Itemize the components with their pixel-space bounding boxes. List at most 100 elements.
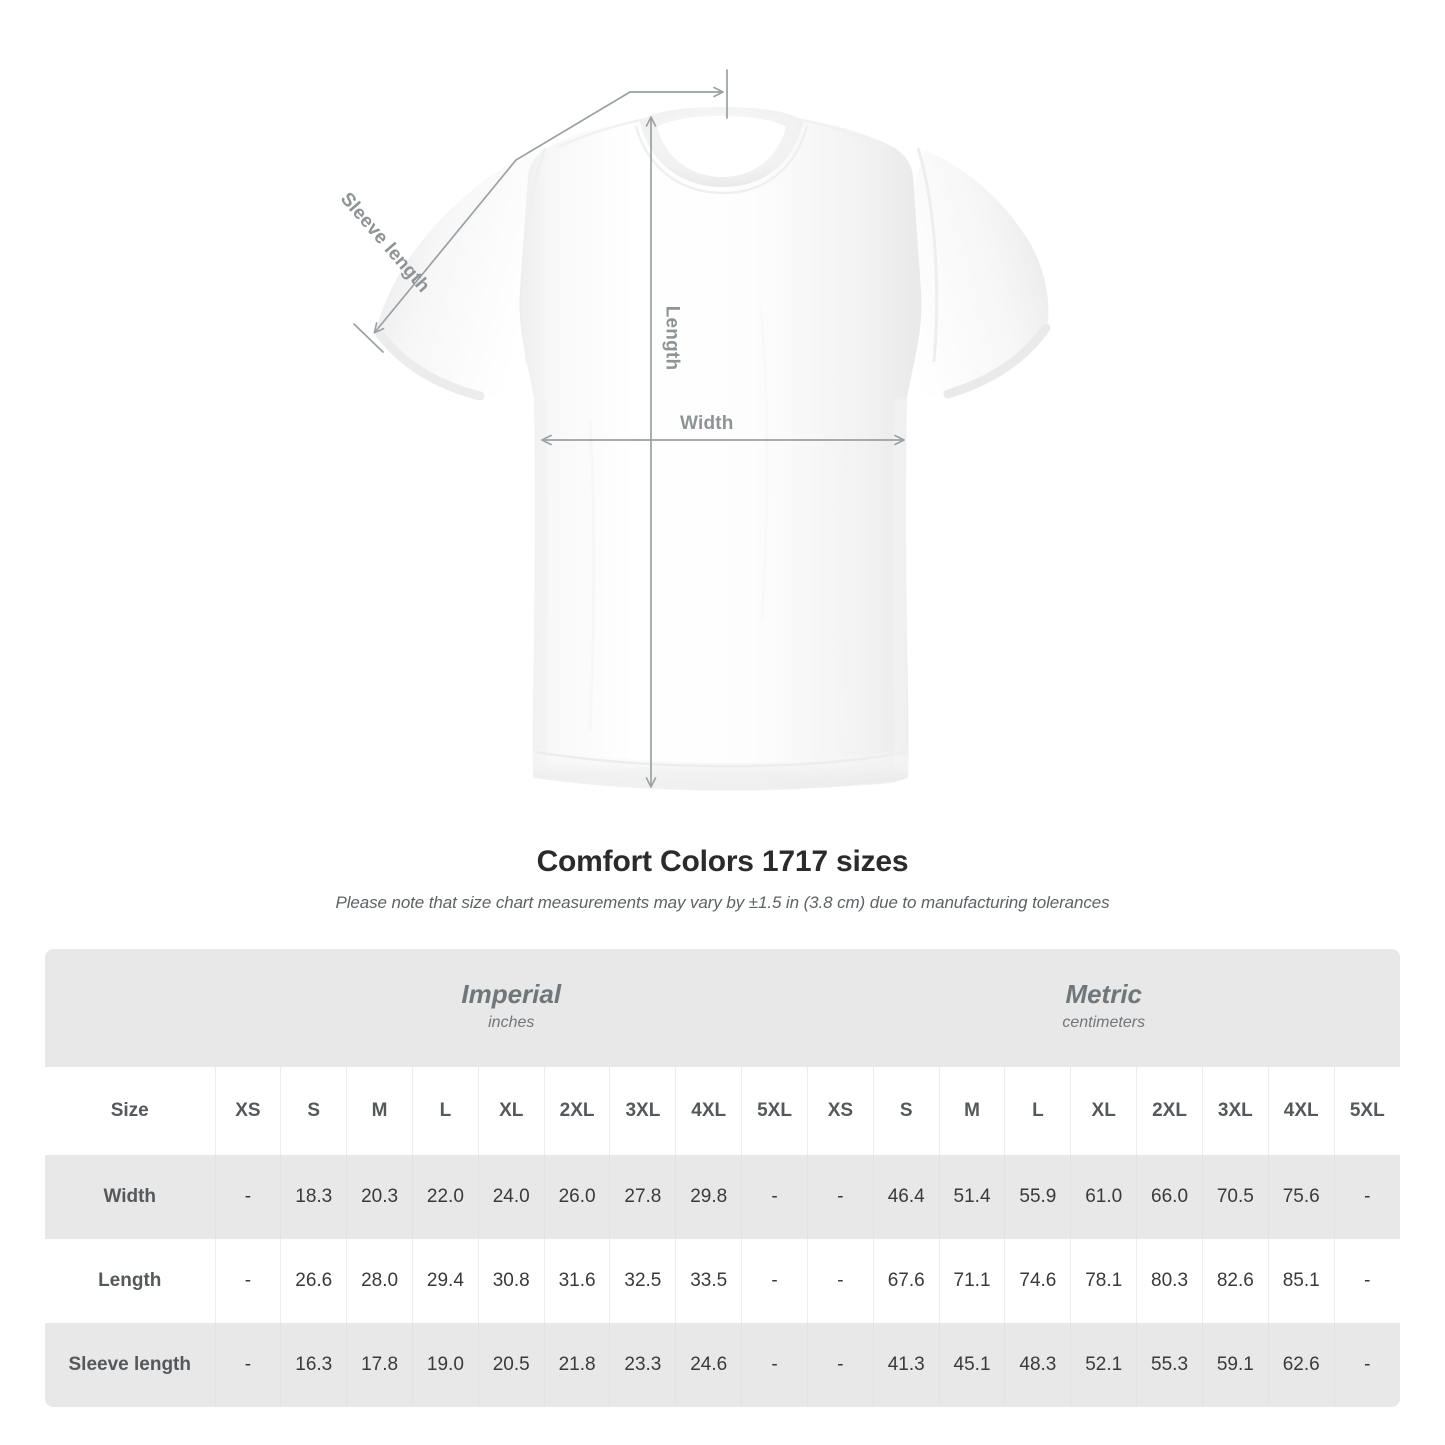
cell-width-metric-m: 51.4 (938, 1155, 1005, 1239)
bottom-hem-stitch (534, 750, 907, 768)
size-header-xs-imperial: XS (214, 1067, 281, 1155)
cell-width-imperial-2xl: 26.0 (543, 1155, 610, 1239)
fabric-fold-2 (838, 429, 846, 733)
cell-length-imperial-m: 28.0 (346, 1239, 413, 1323)
length-label: Length (661, 305, 683, 371)
cell-width-imperial-xl: 24.0 (477, 1155, 545, 1239)
cell-width-metric-s: 46.4 (872, 1155, 940, 1239)
width-label: Width (680, 413, 734, 434)
cell-length-metric-xl: 78.1 (1070, 1239, 1137, 1323)
measurement-label-sleeve-length: Sleeve length (45, 1323, 215, 1407)
left-sleeve-hem (375, 329, 485, 401)
cell-length-metric-3xl: 82.6 (1201, 1239, 1269, 1323)
cell-length-metric-l: 74.6 (1004, 1239, 1071, 1323)
cell-sleeve-length-imperial-3xl: 23.3 (609, 1323, 676, 1407)
size-header-4xl-metric: 4XL (1267, 1067, 1335, 1155)
table-row: Width -18.3 20.3 22.0 24.0 26.0 27.8 29.8- -46.4… (45, 1155, 1400, 1239)
cell-width-imperial-xs: - (214, 1155, 281, 1239)
cell-sleeve-length-imperial-l: 19.0 (411, 1323, 479, 1407)
size-column-header: Size (45, 1067, 215, 1155)
size-header-5xl-metric: 5XL (1333, 1067, 1400, 1155)
cell-sleeve-length-metric-4xl: 62.6 (1267, 1323, 1335, 1407)
cell-length-imperial-2xl: 31.6 (543, 1239, 610, 1323)
unit-system-unit: centimeters (1062, 1014, 1146, 1032)
cell-width-metric-xl: 61.0 (1070, 1155, 1137, 1239)
cell-length-metric-4xl: 85.1 (1267, 1239, 1335, 1323)
bottom-hem (533, 748, 908, 791)
shirt-body-group (375, 107, 1051, 791)
fabric-fold-1 (588, 419, 596, 731)
cell-sleeve-length-metric-5xl: - (1333, 1323, 1400, 1407)
tshirt-diagram: Sleeve length Length Width (336, 69, 1051, 791)
cell-length-metric-s: 67.6 (872, 1239, 940, 1323)
cell-sleeve-length-imperial-xl: 20.5 (477, 1323, 545, 1407)
cell-sleeve-length-metric-m: 45.1 (938, 1323, 1005, 1407)
cell-length-imperial-xs: - (214, 1239, 281, 1323)
size-header-row: Size XS S M L XL 2XL 3XL 4XL 5XL XS S M L XL 2XL 3XL 4XL 5… (45, 1067, 1400, 1155)
size-header-m-imperial: M (346, 1067, 413, 1155)
cell-length-metric-m: 71.1 (938, 1239, 1005, 1323)
tolerance-note: Please note that size chart measurements… (335, 893, 1110, 912)
measurement-annotations (353, 69, 905, 788)
size-chart-table: Imperial inches Metric centimeters Size XS S M L… (45, 949, 1400, 1407)
cell-width-metric-3xl: 70.5 (1201, 1155, 1269, 1239)
right-shoulder-seam (791, 116, 886, 149)
right-side-shadow (892, 398, 908, 778)
unit-system-header-metric: Metric centimeters (807, 949, 1400, 1067)
page-title: Comfort Colors 1717 sizes (536, 845, 909, 878)
cell-length-metric-2xl: 80.3 (1136, 1239, 1203, 1323)
measurement-label-length: Length (45, 1239, 215, 1323)
size-header-l-imperial: L (411, 1067, 479, 1155)
cell-length-imperial-5xl: - (741, 1239, 808, 1323)
unit-system-row: Imperial inches Metric centimeters (45, 949, 1400, 1067)
size-header-4xl-imperial: 4XL (675, 1067, 742, 1155)
title-block: Comfort Colors 1717 sizes Please note th… (0, 845, 1445, 913)
cell-width-imperial-3xl: 27.8 (609, 1155, 676, 1239)
cell-sleeve-length-metric-l: 48.3 (1004, 1323, 1071, 1407)
size-header-5xl-imperial: 5XL (741, 1067, 808, 1155)
unit-system-unit: inches (488, 1014, 535, 1032)
cell-sleeve-length-imperial-2xl: 21.8 (543, 1323, 610, 1407)
size-header-xs-metric: XS (806, 1067, 874, 1155)
cell-sleeve-length-imperial-5xl: - (741, 1323, 808, 1407)
cell-length-imperial-3xl: 32.5 (609, 1239, 676, 1323)
cell-length-metric-xs: - (806, 1239, 874, 1323)
size-header-s-metric: S (872, 1067, 940, 1155)
cell-width-metric-5xl: - (1333, 1155, 1400, 1239)
cell-width-metric-2xl: 66.0 (1136, 1155, 1203, 1239)
unit-system-name: Imperial (461, 979, 562, 1010)
cell-width-imperial-m: 20.3 (346, 1155, 413, 1239)
cell-length-imperial-4xl: 33.5 (675, 1239, 742, 1323)
fabric-fold-3 (758, 299, 769, 621)
table-row: Sleeve length -16.3 17.8 19.0 20.5 21.8 23.3 24… (45, 1323, 1400, 1407)
size-header-3xl-metric: 3XL (1201, 1067, 1269, 1155)
cell-sleeve-length-metric-xs: - (806, 1323, 874, 1407)
cell-sleeve-length-imperial-4xl: 24.6 (675, 1323, 742, 1407)
cell-width-metric-l: 55.9 (1004, 1155, 1071, 1239)
size-header-2xl-metric: 2XL (1136, 1067, 1203, 1155)
size-header-xl-metric: XL (1070, 1067, 1137, 1155)
cell-width-imperial-4xl: 29.8 (675, 1155, 742, 1239)
size-header-2xl-imperial: 2XL (543, 1067, 610, 1155)
cell-width-metric-4xl: 75.6 (1267, 1155, 1335, 1239)
size-chart-table-wrapper: Imperial inches Metric centimeters Size XS S M L… (45, 949, 1400, 1407)
right-sleeve (880, 150, 1049, 398)
measurement-label-width: Width (45, 1155, 215, 1239)
size-header-3xl-imperial: 3XL (609, 1067, 676, 1155)
cell-sleeve-length-imperial-m: 17.8 (346, 1323, 413, 1407)
cell-width-imperial-l: 22.0 (411, 1155, 479, 1239)
cell-sleeve-length-metric-xl: 52.1 (1070, 1323, 1137, 1407)
size-header-s-imperial: S (280, 1067, 347, 1155)
tshirt-illustration (353, 69, 1051, 791)
left-side-shadow (533, 398, 548, 778)
size-header-m-metric: M (938, 1067, 1005, 1155)
cell-sleeve-length-metric-2xl: 55.3 (1136, 1323, 1203, 1407)
unit-system-name: Metric (1065, 979, 1143, 1010)
cell-width-imperial-s: 18.3 (280, 1155, 347, 1239)
size-header-xl-imperial: XL (477, 1067, 545, 1155)
table-row: Length -26.6 28.0 29.4 30.8 31.6 32.5 33.5- -67.… (45, 1239, 1400, 1323)
cell-sleeve-length-imperial-s: 16.3 (280, 1323, 347, 1407)
unit-system-header-imperial: Imperial inches (215, 949, 808, 1067)
cell-sleeve-length-imperial-xs: - (214, 1323, 281, 1407)
size-header-l-metric: L (1004, 1067, 1071, 1155)
